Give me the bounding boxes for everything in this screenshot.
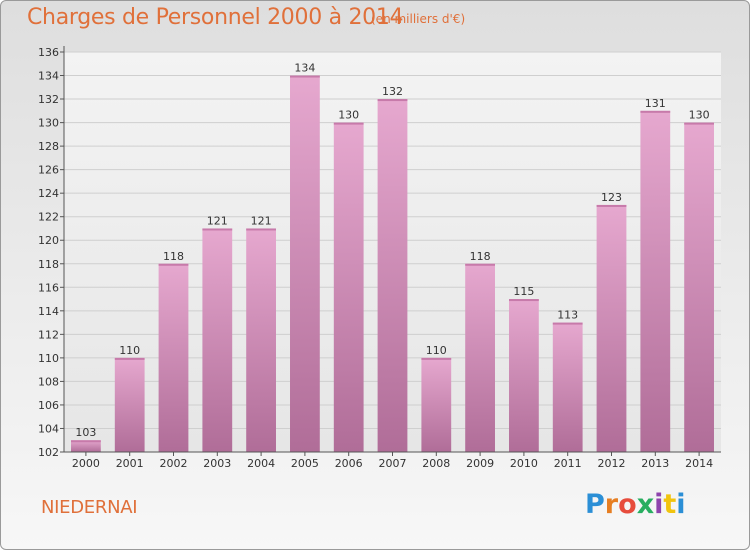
proxiti-logo: Proxiti (585, 489, 686, 520)
x-tick-label: 2011 (554, 457, 582, 470)
logo-letter: P (585, 489, 605, 520)
logo-letter: o (618, 489, 637, 520)
bar-2004 (246, 228, 276, 452)
bar-top-edge (509, 299, 539, 302)
bar-top-edge (465, 263, 495, 266)
bar-2013 (640, 110, 671, 452)
y-tick-label: 134 (38, 70, 59, 83)
value-label: 113 (557, 309, 578, 322)
chart-unit: (en milliers d'€) (371, 12, 466, 26)
bar-top-edge (640, 110, 671, 113)
x-tick-label: 2002 (160, 457, 188, 470)
bar-top-edge (290, 75, 320, 78)
y-tick-label: 116 (38, 281, 59, 294)
value-label: 130 (338, 109, 359, 122)
y-tick-label: 108 (38, 375, 59, 388)
bar-2005 (290, 75, 320, 452)
bar-top-edge (158, 263, 189, 266)
value-label: 110 (119, 344, 140, 357)
bar-top-edge (377, 99, 408, 102)
y-tick-label: 102 (38, 446, 59, 459)
chart-title: Charges de Personnel 2000 à 2014 (27, 5, 404, 30)
x-tick-label: 2013 (641, 457, 669, 470)
logo-letter: t (663, 489, 677, 520)
bar-top-edge (596, 204, 627, 207)
commune-name: NIEDERNAI (41, 497, 138, 518)
value-label: 121 (207, 214, 228, 227)
bar-top-edge (421, 357, 452, 360)
bar-2008 (421, 357, 452, 452)
bar-2001 (114, 357, 145, 452)
bar-top-edge (684, 122, 714, 125)
bar-top-edge (202, 228, 233, 231)
y-tick-label: 120 (38, 234, 59, 247)
x-tick-label: 2012 (598, 457, 626, 470)
x-tick-label: 2014 (685, 457, 713, 470)
bar-2009 (465, 263, 495, 452)
x-tick-label: 2001 (116, 457, 144, 470)
value-label: 110 (426, 344, 447, 357)
bar-2006 (333, 122, 364, 453)
bar-2000 (71, 440, 101, 452)
value-label: 118 (163, 250, 184, 263)
value-label: 115 (513, 285, 534, 298)
y-tick-label: 130 (38, 117, 59, 130)
y-tick-label: 114 (38, 305, 59, 318)
logo-letter: r (604, 489, 619, 520)
y-tick-label: 110 (38, 352, 59, 365)
bar-top-edge (246, 228, 276, 231)
bar-2012 (596, 204, 627, 452)
y-tick-label: 106 (38, 399, 59, 412)
y-tick-label: 132 (38, 93, 59, 106)
x-tick-label: 2010 (510, 457, 538, 470)
bar-2014 (684, 122, 714, 453)
x-tick-label: 2008 (422, 457, 450, 470)
x-tick-label: 2007 (379, 457, 407, 470)
bar-top-edge (552, 322, 583, 325)
x-tick-label: 2009 (466, 457, 494, 470)
logo-letter: i (676, 489, 686, 520)
y-tick-label: 124 (38, 187, 59, 200)
y-tick-label: 126 (38, 164, 59, 177)
bar-2011 (552, 322, 583, 452)
bar-2002 (158, 263, 189, 452)
bar-2010 (509, 299, 539, 452)
y-tick-label: 118 (38, 258, 59, 271)
logo-letter: i (654, 489, 664, 520)
bar-top-edge (114, 357, 145, 360)
bar-top-edge (71, 440, 101, 443)
y-tick-label: 122 (38, 211, 59, 224)
value-label: 118 (470, 250, 491, 263)
value-label: 130 (689, 109, 710, 122)
logo-letter: x (636, 489, 655, 520)
y-tick-label: 136 (38, 46, 59, 59)
x-tick-label: 2003 (203, 457, 231, 470)
y-tick-label: 128 (38, 140, 59, 153)
value-label: 134 (294, 62, 315, 75)
x-tick-label: 2006 (335, 457, 363, 470)
x-tick-label: 2004 (247, 457, 275, 470)
x-tick-label: 2005 (291, 457, 319, 470)
y-tick-label: 112 (38, 328, 59, 341)
value-label: 121 (251, 214, 272, 227)
y-tick-label: 104 (38, 422, 59, 435)
bar-2003 (202, 228, 233, 452)
bar-top-edge (333, 122, 364, 125)
x-tick-label: 2000 (72, 457, 100, 470)
value-label: 132 (382, 85, 403, 98)
value-label: 103 (75, 426, 96, 439)
value-label: 131 (645, 97, 666, 110)
bar-2007 (377, 99, 408, 452)
value-label: 123 (601, 191, 622, 204)
